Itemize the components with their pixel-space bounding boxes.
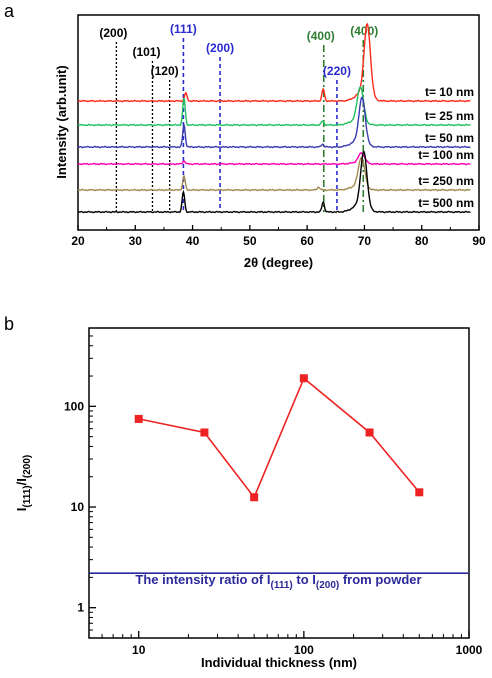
powder-label-part: The intensity ratio of I xyxy=(135,572,270,587)
xrd-y-axis-label: Intensity (arb.unit) xyxy=(54,65,69,178)
xrd-curve xyxy=(77,150,471,214)
xrd-chart: (200) (101) (120) (111) (200) (400) (220) (400)… xyxy=(54,14,486,270)
ratio-x-axis-label: Individual thickness (nm) xyxy=(201,655,357,670)
ratio-y-tick-label: 10 xyxy=(71,500,85,514)
ratio-data-point xyxy=(134,414,143,423)
powder-reference-label: The intensity ratio of I(111) to I(200) … xyxy=(135,572,421,591)
ratio-data-point xyxy=(200,428,209,437)
ratio-data-point xyxy=(299,374,308,383)
powder-label-part: from powder xyxy=(339,572,421,587)
xrd-curve xyxy=(77,152,471,166)
panel-b-label: b xyxy=(4,314,14,334)
ratio-series-line xyxy=(138,376,420,499)
ratio-y-tick-label: 1 xyxy=(77,601,84,615)
xrd-x-tick-label: 40 xyxy=(186,234,200,248)
xrd-x-tick-label: 50 xyxy=(243,234,257,248)
xrd-x-tick-label: 20 xyxy=(71,234,85,248)
xrd-curve xyxy=(77,156,471,192)
curve-label: t= 100 nm xyxy=(418,148,474,162)
ratio-x-tick-label: 100 xyxy=(294,643,314,657)
xrd-x-tick-label: 70 xyxy=(358,234,372,248)
curve-label: t= 500 nm xyxy=(418,196,474,210)
ratio-chart: 10 100 1000 1 10 100 The intensity ratio of I… xyxy=(14,327,483,670)
xrd-curve xyxy=(77,96,471,149)
curve-label: t= 25 nm xyxy=(425,109,474,123)
ratio-y-tick-label: 100 xyxy=(64,399,84,413)
ratio-y-axis-label: I(111)/I(200) xyxy=(14,455,33,511)
xrd-curve xyxy=(77,22,471,103)
ratio-y-label-part: (200) xyxy=(22,455,33,478)
ratio-x-tick-label: 10 xyxy=(132,643,146,657)
peak-label: (120) xyxy=(151,64,179,78)
ratio-y-label-part: (111) xyxy=(22,485,33,507)
peak-label: (400) xyxy=(350,24,378,38)
peak-label: (200) xyxy=(206,41,234,55)
peak-label: (200) xyxy=(99,26,127,40)
panel-a-label: a xyxy=(4,1,15,21)
ratio-y-label-part: /I xyxy=(14,478,29,485)
curve-label: t= 10 nm xyxy=(425,85,474,99)
peak-label: (400) xyxy=(307,29,335,43)
curve-label: t= 50 nm xyxy=(425,131,474,145)
peak-label: (101) xyxy=(132,45,160,59)
xrd-x-tick-label: 80 xyxy=(415,234,429,248)
powder-label-part: to I xyxy=(293,572,316,587)
ratio-plot-frame xyxy=(88,327,470,639)
peak-label: (111) xyxy=(170,22,197,36)
ratio-x-tick-label: 1000 xyxy=(456,643,483,657)
xrd-x-tick-label: 30 xyxy=(129,234,143,248)
ratio-data-point xyxy=(250,493,259,502)
curve-label: t= 250 nm xyxy=(418,174,474,188)
xrd-x-tick-label: 60 xyxy=(300,234,314,248)
ratio-y-axis-text: I(111)/I(200) xyxy=(14,455,33,511)
xrd-x-tick-label: 90 xyxy=(472,234,486,248)
xrd-x-axis-label: 2θ (degree) xyxy=(244,255,313,270)
ratio-y-label-part: I xyxy=(14,508,29,512)
xrd-curve xyxy=(77,86,471,127)
ratio-data-point xyxy=(415,488,424,497)
powder-label-part: (111) xyxy=(271,580,293,591)
ratio-data-point xyxy=(365,428,374,437)
peak-label: (220) xyxy=(323,64,351,78)
powder-label-part: (200) xyxy=(316,580,339,591)
